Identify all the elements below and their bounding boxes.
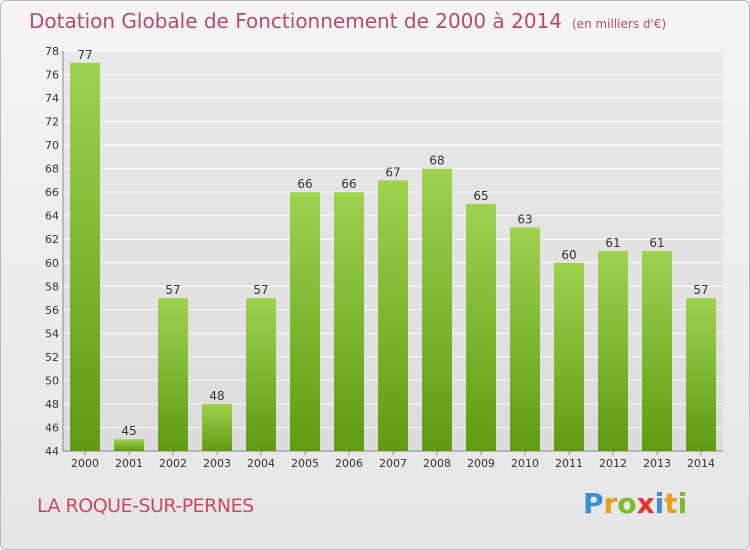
x-tick-label: 2000 [71,457,99,470]
x-tick-label: 2009 [467,457,495,470]
x-tick-label: 2005 [291,457,319,470]
data-label: 57 [165,283,180,297]
data-label: 77 [77,48,92,62]
data-label: 66 [297,177,312,191]
data-label: 60 [561,248,576,262]
x-tick-label: 2001 [115,457,143,470]
bar [114,439,144,451]
y-tick-label: 54 [45,327,59,340]
bar [334,192,364,452]
data-label: 57 [253,283,268,297]
data-label: 67 [385,165,400,179]
y-tick-label: 44 [45,445,59,458]
logo-letter: o [617,487,637,520]
chart-unit-label: (en milliers d'€) [572,17,667,31]
x-tick-label: 2007 [379,457,407,470]
y-tick-label: 50 [45,374,59,387]
y-tick-label: 62 [45,233,59,246]
data-label: 63 [517,212,532,226]
y-tick-label: 60 [45,257,59,270]
x-tick-label: 2011 [555,457,583,470]
logo-letter: i [654,487,665,520]
logo-letter: P [583,487,604,520]
chart-title-text: Dotation Globale de Fonctionnement de 20… [29,9,562,33]
data-label: 61 [605,236,620,250]
y-tick-label: 46 [45,421,59,434]
x-tick-label: 2004 [247,457,275,470]
y-tick-label: 66 [45,186,59,199]
commune-name: LA ROQUE-SUR-PERNES [37,495,254,517]
y-tick-label: 52 [45,351,59,364]
y-tick-label: 70 [45,139,59,152]
logo-letter: t [664,487,678,520]
logo-letter: x [636,487,655,520]
bar [422,168,452,451]
bar [510,227,540,451]
bar [642,251,672,451]
data-label: 45 [121,424,136,438]
data-label: 61 [649,236,664,250]
data-label: 68 [429,154,444,168]
x-tick-label: 2006 [335,457,363,470]
logo-letter: r [603,487,618,520]
y-tick-label: 58 [45,280,59,293]
y-tick-label: 72 [45,116,59,129]
x-tick-label: 2010 [511,457,539,470]
x-tick-label: 2012 [599,457,627,470]
y-tick-label: 68 [45,163,59,176]
x-tick-label: 2008 [423,457,451,470]
y-tick-label: 64 [45,210,59,223]
data-label: 65 [473,189,488,203]
bar [554,262,584,451]
logo-letter: i [677,487,688,520]
bar [202,403,232,451]
y-tick-label: 74 [45,92,59,105]
x-tick-label: 2013 [643,457,671,470]
bar [290,192,320,452]
y-tick-label: 56 [45,304,59,317]
bar [598,251,628,451]
y-tick-label: 76 [45,69,59,82]
bar [70,62,100,451]
data-label: 48 [209,389,224,403]
x-tick-label: 2003 [203,457,231,470]
data-label: 66 [341,177,356,191]
chart-title: Dotation Globale de Fonctionnement de 20… [29,9,666,33]
y-tick-label: 78 [45,45,59,58]
bar [686,298,716,451]
x-tick-label: 2002 [159,457,187,470]
proxiti-logo[interactable]: Proxiti [583,487,687,520]
y-tick-label: 48 [45,398,59,411]
bar [466,203,496,451]
bar [158,298,188,451]
x-tick-label: 2014 [687,457,715,470]
bar [378,180,408,452]
data-label: 57 [693,283,708,297]
bar [246,298,276,451]
